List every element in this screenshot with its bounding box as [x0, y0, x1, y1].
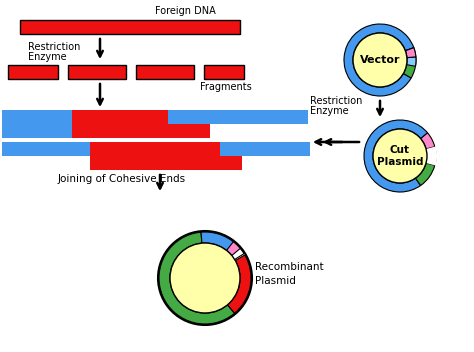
Text: Foreign DNA: Foreign DNA: [155, 6, 216, 16]
Wedge shape: [421, 133, 435, 149]
Wedge shape: [159, 232, 235, 324]
Bar: [168, 110, 308, 124]
Wedge shape: [427, 151, 436, 162]
Text: Restriction: Restriction: [310, 96, 363, 106]
Circle shape: [373, 129, 427, 183]
Wedge shape: [407, 57, 416, 66]
Bar: [220, 142, 310, 156]
Text: Joining of Cohesive Ends: Joining of Cohesive Ends: [58, 174, 186, 184]
Bar: [2, 110, 90, 124]
Text: Fragments: Fragments: [200, 82, 252, 92]
Text: Cut
Plasmid: Cut Plasmid: [377, 145, 423, 167]
Wedge shape: [403, 48, 416, 78]
Bar: [136, 65, 194, 79]
Wedge shape: [416, 163, 435, 186]
Bar: [20, 20, 240, 34]
Wedge shape: [405, 48, 416, 58]
Circle shape: [353, 33, 407, 87]
Text: Enzyme: Enzyme: [28, 52, 67, 62]
Wedge shape: [228, 255, 251, 313]
Text: Vector: Vector: [360, 55, 400, 65]
Bar: [2, 142, 104, 156]
Wedge shape: [201, 232, 235, 251]
Bar: [204, 65, 244, 79]
Text: Recombinant: Recombinant: [255, 262, 324, 272]
Wedge shape: [227, 242, 241, 257]
Bar: [8, 65, 58, 79]
Wedge shape: [230, 249, 244, 260]
Bar: [2, 124, 74, 138]
Text: Restriction: Restriction: [28, 42, 81, 52]
Wedge shape: [424, 146, 437, 165]
Bar: [90, 142, 242, 170]
Circle shape: [170, 243, 240, 313]
Wedge shape: [344, 24, 414, 96]
Text: Enzyme: Enzyme: [310, 106, 348, 116]
Bar: [72, 110, 210, 138]
Wedge shape: [364, 120, 428, 192]
Bar: [68, 65, 126, 79]
Text: Plasmid: Plasmid: [255, 276, 296, 286]
